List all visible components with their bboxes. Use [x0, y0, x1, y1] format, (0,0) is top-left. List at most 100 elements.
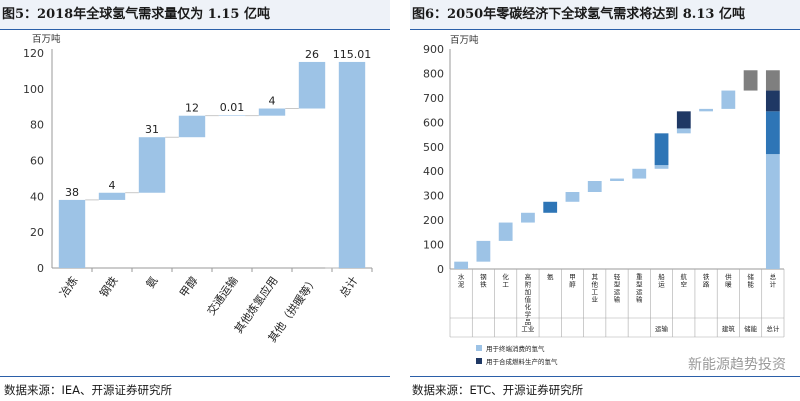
right-category-label-3-char-1: 附	[525, 280, 532, 289]
right-category-label-11-char-1: 路	[703, 280, 710, 289]
right-ytick-9: 900	[423, 43, 444, 56]
left-footer-rule	[0, 376, 390, 377]
right-bar-14-seg-3	[765, 70, 780, 91]
right-bar-3-seg-0	[521, 212, 535, 223]
left-data-label-1: 4	[109, 179, 116, 192]
left-unit-label: 百万吨	[32, 33, 61, 45]
right-category-label-2-char-1: 工	[502, 281, 509, 289]
left-category-label-1: 钢铁	[97, 274, 120, 299]
left-data-label-4: 0.01	[220, 101, 245, 114]
right-bar-14-seg-2	[765, 90, 780, 112]
right-category-label-13-char-1: 能	[747, 280, 754, 289]
right-category-label-7-char-3: 输	[614, 295, 621, 304]
left-category-label-3: 甲醇	[176, 274, 200, 300]
right-category-label-9-char-1: 运	[658, 281, 665, 289]
right-bar-10-seg-1	[676, 111, 691, 129]
right-category-label-7-char-1: 型	[614, 280, 621, 289]
right-category-label-3-char-4: 化	[525, 302, 532, 311]
right-bar-14-seg-1	[765, 111, 780, 155]
left-chart-title: 图5：2018年全球氢气需求量仅为 1.15 亿吨	[0, 0, 390, 30]
right-category-label-5-char-0: 甲	[569, 273, 576, 281]
right-ytick-3: 300	[423, 190, 444, 203]
left-ytick-1: 20	[30, 226, 44, 239]
right-sector-label-4: 总计	[766, 324, 780, 333]
left-ytick-2: 40	[30, 190, 44, 203]
right-category-label-2-char-0: 化	[502, 272, 509, 281]
right-bar-9-seg-0	[654, 165, 669, 169]
right-category-label-6-char-2: 工	[591, 288, 598, 296]
right-unit-label: 百万吨	[450, 34, 479, 46]
right-bar-13-seg-0	[743, 70, 758, 91]
right-legend-swatch-1	[476, 358, 482, 364]
right-sector-label-3: 储能	[744, 324, 758, 333]
left-bar-7	[338, 61, 366, 269]
right-bar-4-seg-0	[543, 201, 558, 213]
right-category-label-3-char-5: 学	[525, 310, 532, 319]
left-category-label-7: 总计	[336, 274, 360, 300]
right-category-label-1-char-0: 钢	[480, 273, 487, 281]
right-ytick-6: 600	[423, 116, 444, 129]
right-category-label-3-char-6: 品	[525, 318, 532, 326]
right-category-label-6-char-1: 他	[591, 280, 598, 289]
right-legend-swatch-0	[476, 345, 482, 351]
right-category-label-0-char-0: 水	[458, 272, 465, 281]
left-bar-3	[178, 115, 206, 138]
left-data-label-3: 12	[185, 102, 199, 115]
right-chart-title: 图6：2050年零碳经济下全球氢气需求将达到 8.13 亿吨	[410, 0, 800, 30]
right-ytick-8: 800	[423, 67, 444, 80]
left-ytick-5: 100	[23, 83, 44, 96]
left-bar-6	[298, 61, 326, 109]
right-category-label-8-char-1: 型	[636, 280, 643, 289]
right-ytick-7: 700	[423, 92, 444, 105]
left-bar-2	[138, 137, 166, 193]
right-bar-10-seg-0	[676, 128, 691, 134]
right-bar-2-seg-0	[498, 222, 513, 241]
right-sector-label-1: 运输	[655, 324, 669, 333]
left-data-label-5: 4	[269, 95, 276, 108]
right-ytick-5: 500	[423, 141, 444, 154]
left-data-label-2: 31	[145, 123, 159, 136]
right-category-label-14-char-1: 计	[770, 280, 777, 289]
right-category-label-10-char-0: 航	[681, 272, 688, 281]
right-bar-6-seg-0	[587, 181, 602, 192]
right-bar-0-seg-0	[454, 261, 469, 269]
right-bar-12-seg-0	[721, 90, 736, 109]
right-category-label-13-char-0: 储	[747, 272, 754, 281]
right-category-label-12-char-1: 暖	[725, 281, 732, 289]
right-legend-label-0: 用于终端消费的氢气	[486, 344, 545, 353]
right-ytick-0: 0	[437, 263, 444, 276]
right-category-label-5-char-1: 醇	[569, 280, 576, 289]
right-bar-9-seg-1	[654, 133, 669, 166]
right-category-label-0-char-1: 泥	[458, 281, 465, 289]
left-category-label-0: 冶炼	[56, 274, 80, 300]
right-sector-label-2: 建筑	[722, 324, 736, 333]
right-category-label-10-char-1: 空	[681, 280, 688, 289]
right-ytick-1: 100	[423, 239, 444, 252]
right-source-note: 数据来源：ETC、开源证券研究所	[412, 383, 584, 397]
right-category-label-7-char-0: 轻	[614, 272, 621, 281]
left-waterfall-chart: 百万吨 0 20 40 60 80 100 120 38 冶炼 4 钢铁 31 氨 12 甲醇 0.01 交通运输…	[23, 33, 373, 345]
right-category-label-8-char-2: 运	[636, 288, 643, 296]
right-category-label-9-char-0: 船	[658, 272, 665, 281]
left-category-label-2: 氨	[143, 274, 160, 290]
right-category-label-6-char-0: 其	[591, 273, 598, 281]
right-ytick-4: 400	[423, 165, 444, 178]
right-bar-1-seg-0	[476, 240, 491, 262]
right-ytick-2: 200	[423, 214, 444, 227]
right-category-label-3-char-2: 加	[525, 287, 532, 296]
right-category-label-6-char-3: 业	[591, 295, 598, 304]
right-legend-label-1: 用于合成燃料生产的氢气	[486, 357, 558, 366]
right-bar-8-seg-0	[632, 168, 647, 179]
left-ytick-0: 0	[37, 262, 44, 275]
left-data-label-6: 26	[305, 48, 319, 61]
right-bar-14-seg-0	[765, 154, 780, 269]
right-category-label-7-char-2: 运	[614, 288, 621, 296]
right-stacked-chart: 百万吨0100200300400500600700800900水泥钢铁化工高附加…	[423, 34, 785, 366]
left-ytick-4: 80	[30, 119, 44, 132]
left-bar-4	[218, 115, 246, 116]
right-category-label-14-char-0: 总	[770, 272, 777, 281]
right-category-label-4-char-0: 氨	[547, 272, 554, 281]
right-category-label-3-char-0: 高	[525, 272, 532, 281]
right-bar-7-seg-0	[610, 178, 624, 181]
right-category-label-3-char-3: 值	[525, 295, 532, 304]
